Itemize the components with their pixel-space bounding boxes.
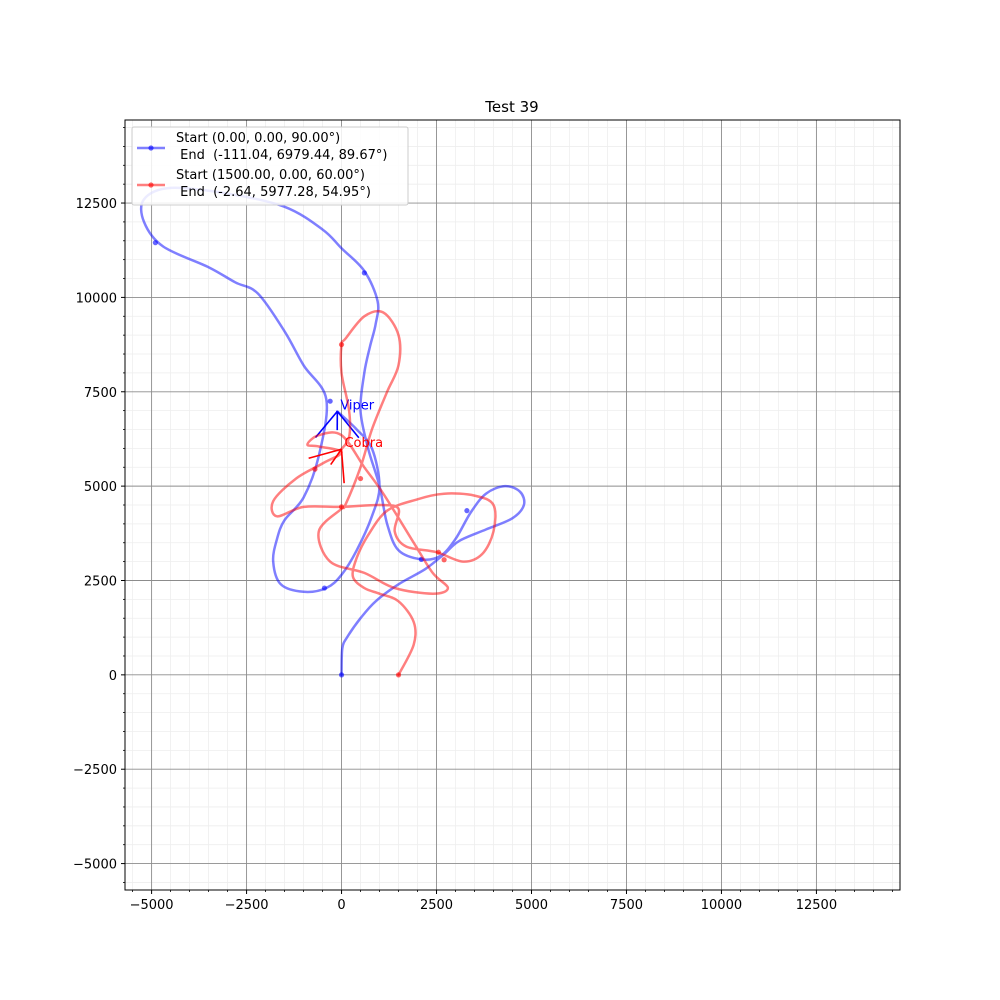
series-marker-viper <box>321 585 328 591</box>
series-marker-cobra <box>441 557 447 563</box>
x-tick-label: 2500 <box>420 898 453 913</box>
series-layer: Viper Cobra <box>139 186 526 678</box>
aircraft-body <box>330 448 343 466</box>
series-marker-cobra <box>357 475 364 482</box>
x-axis: −5000 −2500 0 2500 5000 7500 10000 12500 <box>130 890 893 913</box>
series-marker-viper <box>327 398 333 404</box>
legend-label: End (-111.04, 6979.44, 89.67°) <box>176 148 387 163</box>
x-tick-label: −5000 <box>130 898 174 913</box>
y-tick-label: 12500 <box>76 197 117 212</box>
series-marker-cobra <box>338 504 345 510</box>
x-tick-label: 10000 <box>701 898 742 913</box>
y-axis: −5000 −2500 0 2500 5000 7500 10000 12500 <box>73 127 125 883</box>
aircraft-wing <box>308 448 342 460</box>
series-path-viper <box>139 186 526 677</box>
series-marker-viper <box>464 508 470 514</box>
y-tick-label: 5000 <box>84 480 117 495</box>
x-tick-label: 12500 <box>796 898 837 913</box>
series-marker-cobra <box>312 466 318 472</box>
aircraft-viper <box>314 410 360 439</box>
chart-title: Test 39 <box>484 98 538 116</box>
y-tick-label: −2500 <box>73 763 117 778</box>
series-marker-viper <box>338 672 345 678</box>
y-tick-label: −5000 <box>73 858 117 873</box>
aircraft-cobra <box>308 448 345 484</box>
legend-marker <box>148 145 154 151</box>
aircraft-label-cobra: Cobra <box>344 436 383 451</box>
series-marker-cobra <box>435 549 442 555</box>
legend-label: End (-2.64, 5977.28, 54.95°) <box>176 185 371 200</box>
aircraft-wing <box>336 410 360 439</box>
x-tick-label: 5000 <box>515 898 548 913</box>
x-tick-label: 7500 <box>610 898 643 913</box>
series-marker-viper <box>152 240 158 246</box>
legend-marker <box>148 182 154 188</box>
legend-box <box>131 126 409 206</box>
x-tick-label: 0 <box>337 898 345 913</box>
series-marker-cobra <box>338 341 345 348</box>
aircraft-wing <box>314 410 338 438</box>
y-tick-label: 2500 <box>84 574 117 589</box>
minor-grid <box>125 120 900 890</box>
legend-label: Start (0.00, 0.00, 90.00°) <box>176 131 340 146</box>
series-marker-cobra <box>395 672 402 678</box>
aircraft-wing <box>340 449 345 484</box>
aircraft-label-viper: Viper <box>340 398 374 413</box>
legend: Start (0.00, 0.00, 90.00°) End (-111.04,… <box>131 126 409 206</box>
series-path-cobra <box>270 309 497 677</box>
series-marker-viper <box>361 270 367 276</box>
y-tick-label: 10000 <box>76 291 117 306</box>
x-tick-label: −2500 <box>225 898 269 913</box>
y-tick-label: 7500 <box>84 386 117 401</box>
y-tick-label: 0 <box>109 669 117 684</box>
legend-label: Start (1500.00, 0.00, 60.00°) <box>176 168 365 183</box>
